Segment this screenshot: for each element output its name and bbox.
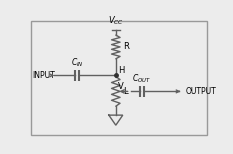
Text: $C_{OUT}$: $C_{OUT}$ [132, 72, 151, 85]
Text: R: R [123, 43, 129, 51]
Text: $V_{CC}$: $V_{CC}$ [108, 14, 124, 27]
Text: V: V [118, 82, 123, 91]
Text: L: L [123, 87, 127, 96]
Text: INPUT: INPUT [33, 71, 55, 80]
Text: OUTPUT: OUTPUT [185, 87, 216, 96]
FancyBboxPatch shape [31, 21, 207, 135]
Text: $C_{IN}$: $C_{IN}$ [71, 56, 83, 69]
Text: H: H [118, 66, 124, 75]
